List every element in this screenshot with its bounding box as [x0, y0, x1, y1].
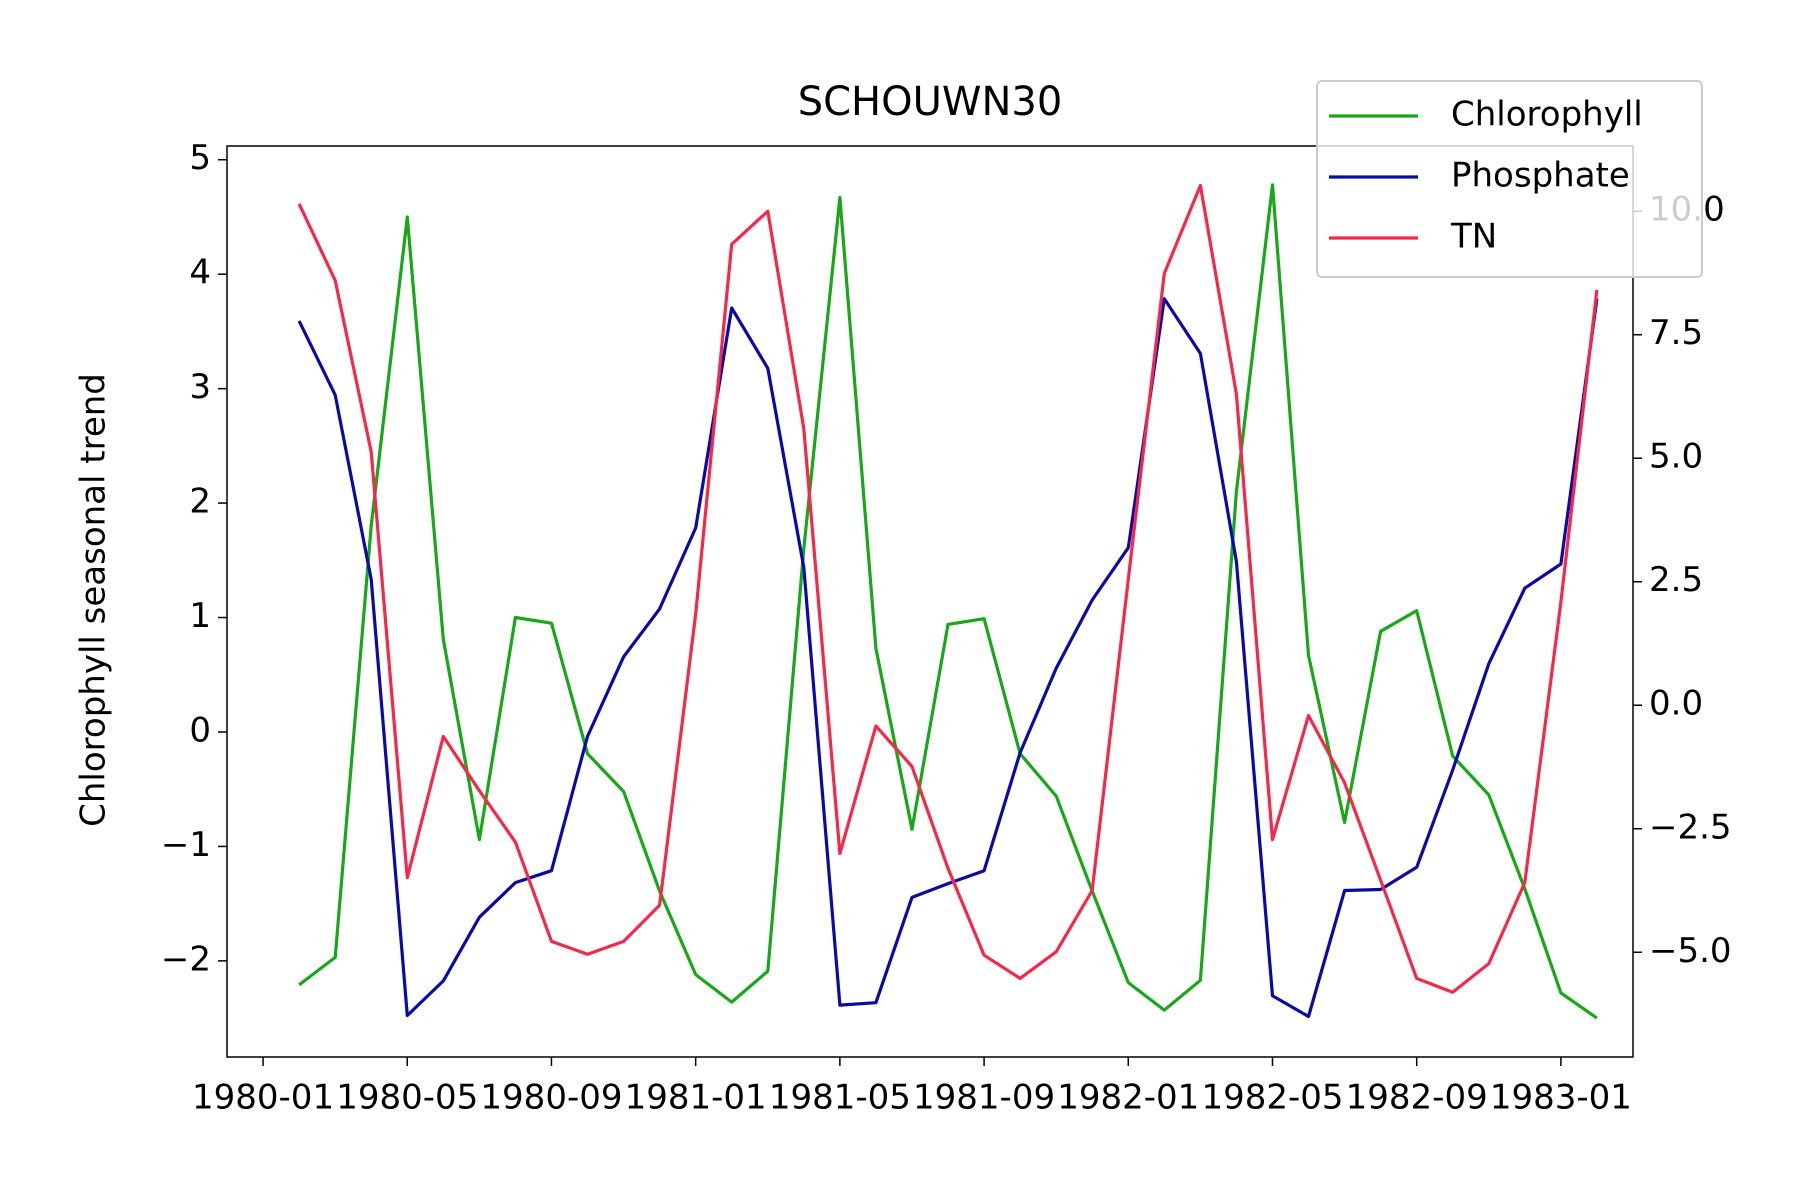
x-tick-label: 1980-01: [192, 1078, 334, 1118]
x-tick-label: 1982-01: [1057, 1078, 1199, 1118]
y2-tick-label: 0.0: [1649, 684, 1703, 724]
y-tick-label: −1: [161, 825, 211, 865]
plot-frame: [226, 145, 1634, 1058]
series-line: [298, 183, 1598, 1020]
x-tick-label: 1983-01: [1490, 1078, 1632, 1118]
series-line: [297, 297, 1599, 1019]
y-tick-label: 4: [189, 253, 211, 293]
x-tick-label: 1982-05: [1201, 1078, 1343, 1118]
x-tick-label: 1981-01: [625, 1078, 767, 1118]
y-tick-label: −2: [161, 939, 211, 979]
y-tick-label: 5: [189, 138, 211, 178]
y2-tick-label: 2.5: [1649, 560, 1703, 600]
x-tick-label: 1982-09: [1346, 1078, 1488, 1118]
legend-label: TN: [1450, 217, 1497, 257]
legend-box: [1316, 80, 1703, 278]
y-tick-label: 0: [189, 710, 211, 750]
x-tick-label: 1980-09: [480, 1078, 622, 1118]
y2-tick-label: −5.0: [1649, 931, 1732, 971]
x-tick-label: 1980-05: [336, 1078, 478, 1118]
y2-tick-label: −2.5: [1649, 807, 1732, 847]
y2-tick-label: 5.0: [1649, 437, 1703, 477]
y-axis-label: Chlorophyll seasonal trend: [74, 373, 114, 827]
legend-label: Phosphate: [1451, 156, 1630, 196]
x-tick-label: 1981-05: [769, 1078, 911, 1118]
y-tick-label: 3: [189, 367, 211, 407]
y2-tick-label: 7.5: [1649, 313, 1703, 353]
legend-label: Chlorophyll: [1451, 95, 1643, 135]
series-line: [297, 183, 1599, 994]
chart-title: SCHOUWN30: [798, 79, 1063, 125]
y-tick-label: 1: [189, 596, 211, 636]
x-tick-label: 1981-09: [913, 1078, 1055, 1118]
y-tick-label: 2: [189, 482, 211, 522]
